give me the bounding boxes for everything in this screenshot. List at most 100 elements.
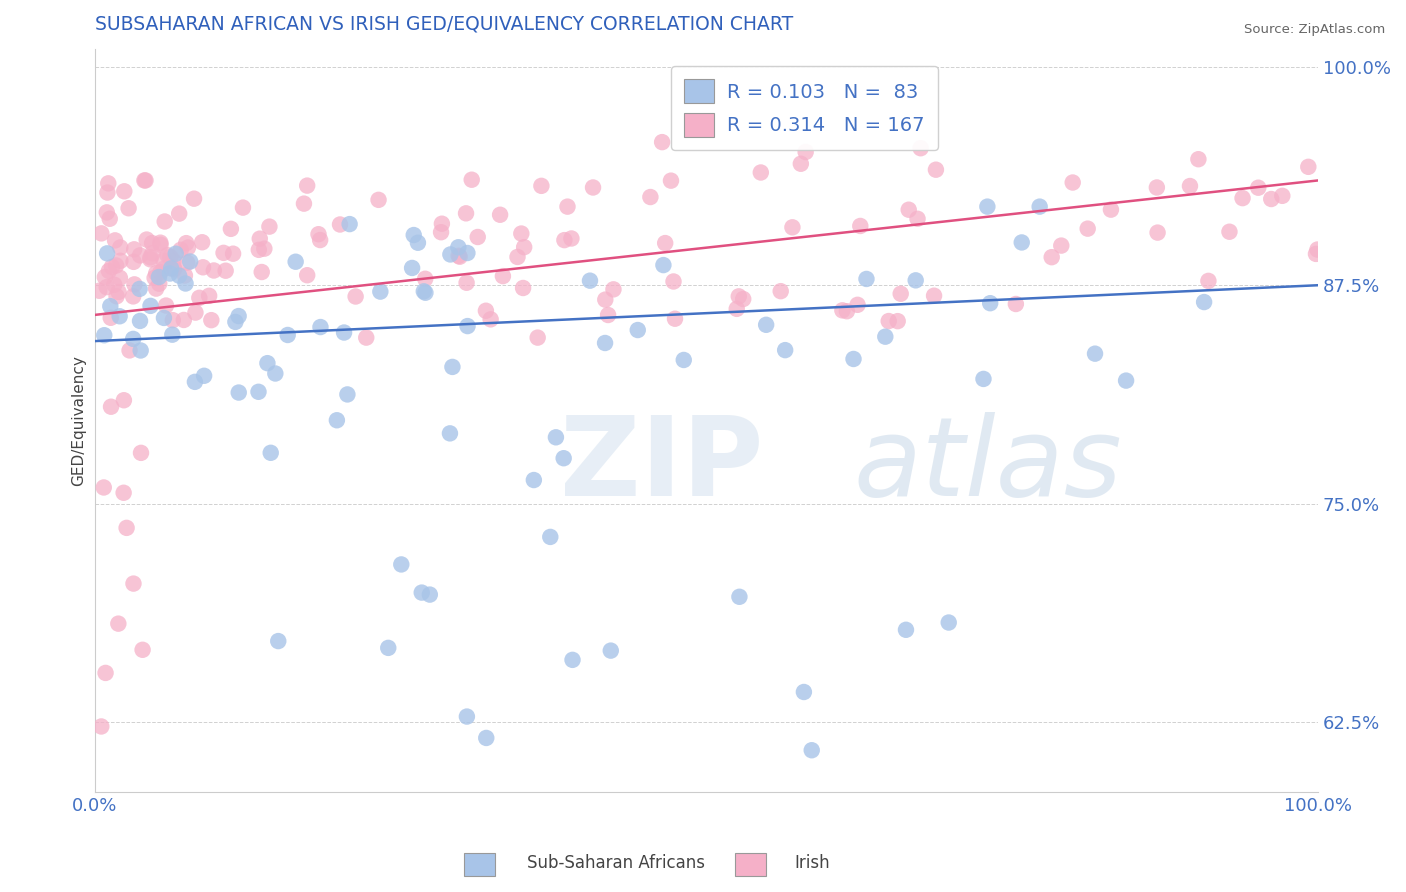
Point [846,298,869,312]
Point [184,305,207,319]
Point [96,186,118,200]
Point [800,743,823,757]
Point [557,200,579,214]
Point [439,426,461,441]
Point [159,267,181,281]
Point [198,289,221,303]
Point [141,236,163,251]
Point [122,576,145,591]
Point [193,368,215,383]
Point [560,231,582,245]
Point [593,336,616,351]
Point [148,277,170,291]
Point [167,206,190,220]
Point [170,243,193,257]
Point [224,315,246,329]
Point [256,356,278,370]
Point [115,521,138,535]
Point [110,253,132,268]
Point [640,190,662,204]
Point [308,227,330,242]
Point [411,585,433,599]
Point [153,310,176,325]
Point [108,310,131,324]
Point [118,343,141,358]
Point [90,227,112,241]
Point [212,245,235,260]
Point [89,284,111,298]
Point [579,274,602,288]
Point [247,384,270,399]
Point [664,311,686,326]
Point [972,372,994,386]
Point [134,173,156,187]
Point [156,248,179,262]
Point [510,227,533,241]
Point [253,242,276,256]
Point [651,135,673,149]
Point [326,413,349,427]
Point [526,330,548,344]
Point [1028,200,1050,214]
Point [553,233,575,247]
Point [513,240,536,254]
Point [122,332,145,346]
Point [122,243,145,257]
Point [367,193,389,207]
Point [124,277,146,292]
Point [544,430,567,444]
Point [447,249,470,263]
Point [456,246,478,260]
Point [354,330,377,344]
Point [1197,274,1219,288]
Text: Sub-Saharan Africans: Sub-Saharan Africans [527,855,706,872]
Point [530,178,553,193]
Point [904,273,927,287]
Point [1084,346,1107,360]
Point [129,248,152,262]
Text: ZIP: ZIP [560,411,763,518]
Point [174,268,197,283]
Point [855,272,877,286]
Point [94,665,117,680]
Point [145,266,167,280]
Point [430,217,453,231]
Point [894,623,917,637]
Point [727,289,749,303]
Point [173,313,195,327]
Point [733,292,755,306]
Point [104,233,127,247]
Point [160,261,183,276]
Point [162,327,184,342]
Point [200,313,222,327]
Point [662,275,685,289]
Point [267,634,290,648]
Point [370,285,392,299]
Point [849,219,872,233]
Point [100,400,122,414]
Point [159,250,181,264]
Point [135,233,157,247]
Point [141,246,163,260]
Point [1077,221,1099,235]
Point [523,473,546,487]
Point [1146,180,1168,194]
Point [202,263,225,277]
Point [1187,152,1209,166]
Point [447,240,470,254]
Point [179,254,201,268]
Point [402,227,425,242]
Point [1260,192,1282,206]
Point [107,616,129,631]
Point [875,329,897,343]
Point [105,289,128,303]
Point [793,685,815,699]
Point [773,343,796,358]
Point [654,236,676,251]
Point [938,615,960,630]
Point [672,353,695,368]
Point [97,264,120,278]
Point [108,270,131,285]
Point [250,265,273,279]
Legend: R = 0.103   N =  83, R = 0.314   N = 167: R = 0.103 N = 83, R = 0.314 N = 167 [671,66,938,150]
